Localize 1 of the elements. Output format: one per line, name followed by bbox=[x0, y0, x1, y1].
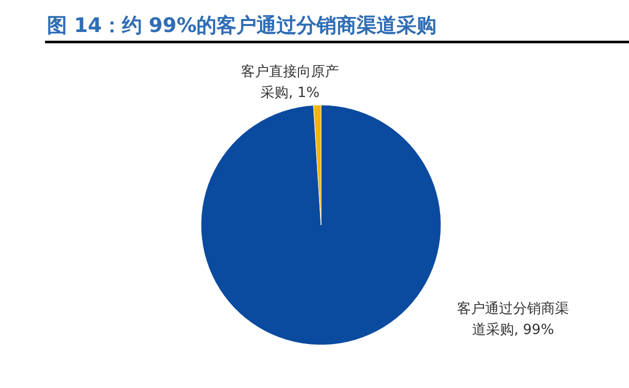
title: 图 14：约 99%的客户通过分销商渠道采购 bbox=[47, 13, 437, 37]
